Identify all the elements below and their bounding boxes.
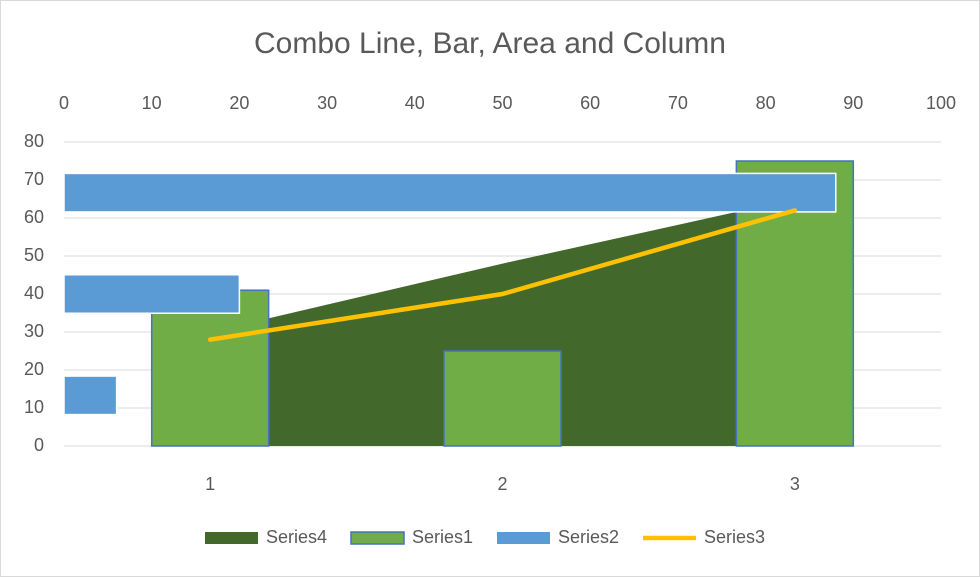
y-tick-label: 0: [34, 435, 44, 455]
x2-tick-label: 50: [492, 93, 512, 113]
x2-tick-label: 70: [668, 93, 688, 113]
bar: [63, 273, 241, 315]
legend-label: Series1: [412, 527, 473, 547]
legend-label: Series2: [558, 527, 619, 547]
y-tick-label: 60: [24, 207, 44, 227]
legend-label: Series3: [704, 527, 765, 547]
y-tick-label: 50: [24, 245, 44, 265]
chart-title: Combo Line, Bar, Area and Column: [254, 27, 726, 60]
x2-tick-label: 90: [843, 93, 863, 113]
area: [210, 199, 795, 446]
legend-swatch: [497, 532, 550, 544]
x-tick-label: 3: [790, 474, 800, 494]
x2-tick-label: 10: [142, 93, 162, 113]
bar: [63, 375, 118, 416]
x2-tick-label: 60: [580, 93, 600, 113]
x2-tick-label: 40: [405, 93, 425, 113]
y-tick-label: 20: [24, 359, 44, 379]
legend-swatch: [205, 532, 258, 544]
x-tick-label: 1: [205, 474, 215, 494]
x2-tick-label: 80: [756, 93, 776, 113]
x2-tick-label: 100: [926, 93, 956, 113]
bar: [63, 172, 837, 213]
y-tick-label: 70: [24, 169, 44, 189]
column: [443, 350, 562, 447]
y-tick-label: 80: [24, 131, 44, 151]
line: [207, 208, 798, 342]
x2-tick-label: 30: [317, 93, 337, 113]
x2-tick-label: 20: [229, 93, 249, 113]
legend-label: Series4: [266, 527, 327, 547]
y-tick-label: 30: [24, 321, 44, 341]
y-tick-label: 10: [24, 397, 44, 417]
column: [150, 289, 270, 447]
legend-swatch: [350, 531, 405, 545]
x-tick-label: 2: [497, 474, 507, 494]
x2-tick-label: 0: [59, 93, 69, 113]
y-tick-label: 40: [24, 283, 44, 303]
